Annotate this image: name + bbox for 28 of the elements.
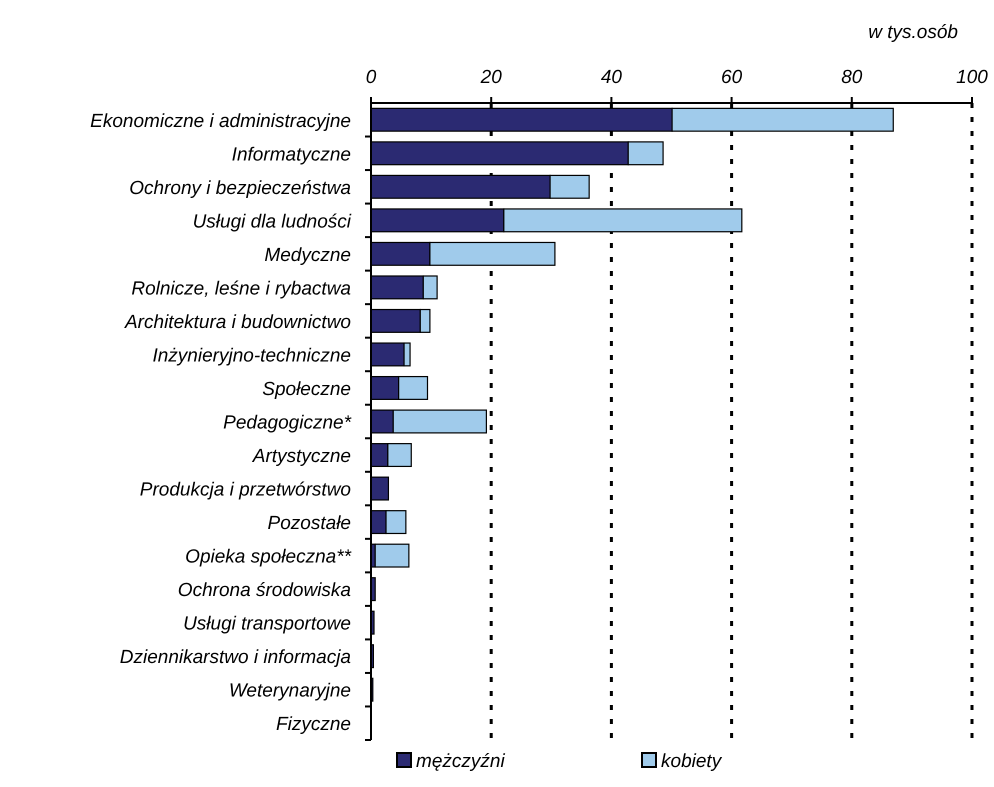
y-tick-label: Usługi dla ludności — [192, 211, 352, 232]
y-tick-label: Fizyczne — [276, 714, 351, 736]
y-tick-label: Informatyczne — [232, 144, 351, 166]
x-tick-label: 80 — [841, 67, 863, 88]
legend-label: kobiety — [661, 751, 723, 772]
y-tick-label: Społeczne — [262, 378, 351, 400]
y-tick-label: Usługi transportowe — [183, 614, 351, 635]
y-tick-label: Artystyczne — [252, 446, 351, 468]
y-tick-label: Produkcja i przetwórstwo — [140, 480, 351, 501]
y-tick-label: Ochrona środowiska — [178, 580, 351, 602]
legend-label: mężczyźni — [416, 751, 506, 772]
y-tick-label: Ochrony i bezpieczeństwa — [129, 178, 351, 199]
y-tick-label: Pozostałe — [268, 513, 351, 534]
y-tick-label: Medyczne — [264, 244, 351, 266]
y-tick-label: Opieka społeczna** — [185, 546, 352, 568]
y-tick-label: Pedagogiczne* — [223, 412, 352, 434]
y-tick-label: Ekonomiczne i administracyjne — [90, 110, 351, 132]
y-tick-label: Weterynaryjne — [228, 680, 351, 702]
x-tick-label: 0 — [366, 67, 377, 88]
y-tick-label: Architektura i budownictwo — [124, 312, 351, 333]
x-tick-label: 60 — [721, 67, 743, 88]
x-tick-label: 40 — [600, 67, 622, 88]
y-tick-label: Inżynieryjno-techniczne — [152, 345, 351, 366]
text: w tys.osób — [868, 22, 958, 43]
y-tick-label: Dziennikarstwo i informacja — [120, 647, 351, 668]
y-tick-label: Rolnicze, leśne i rybactwa — [131, 278, 351, 300]
x-tick-label: 20 — [480, 67, 502, 88]
x-tick-label: 100 — [956, 67, 988, 88]
